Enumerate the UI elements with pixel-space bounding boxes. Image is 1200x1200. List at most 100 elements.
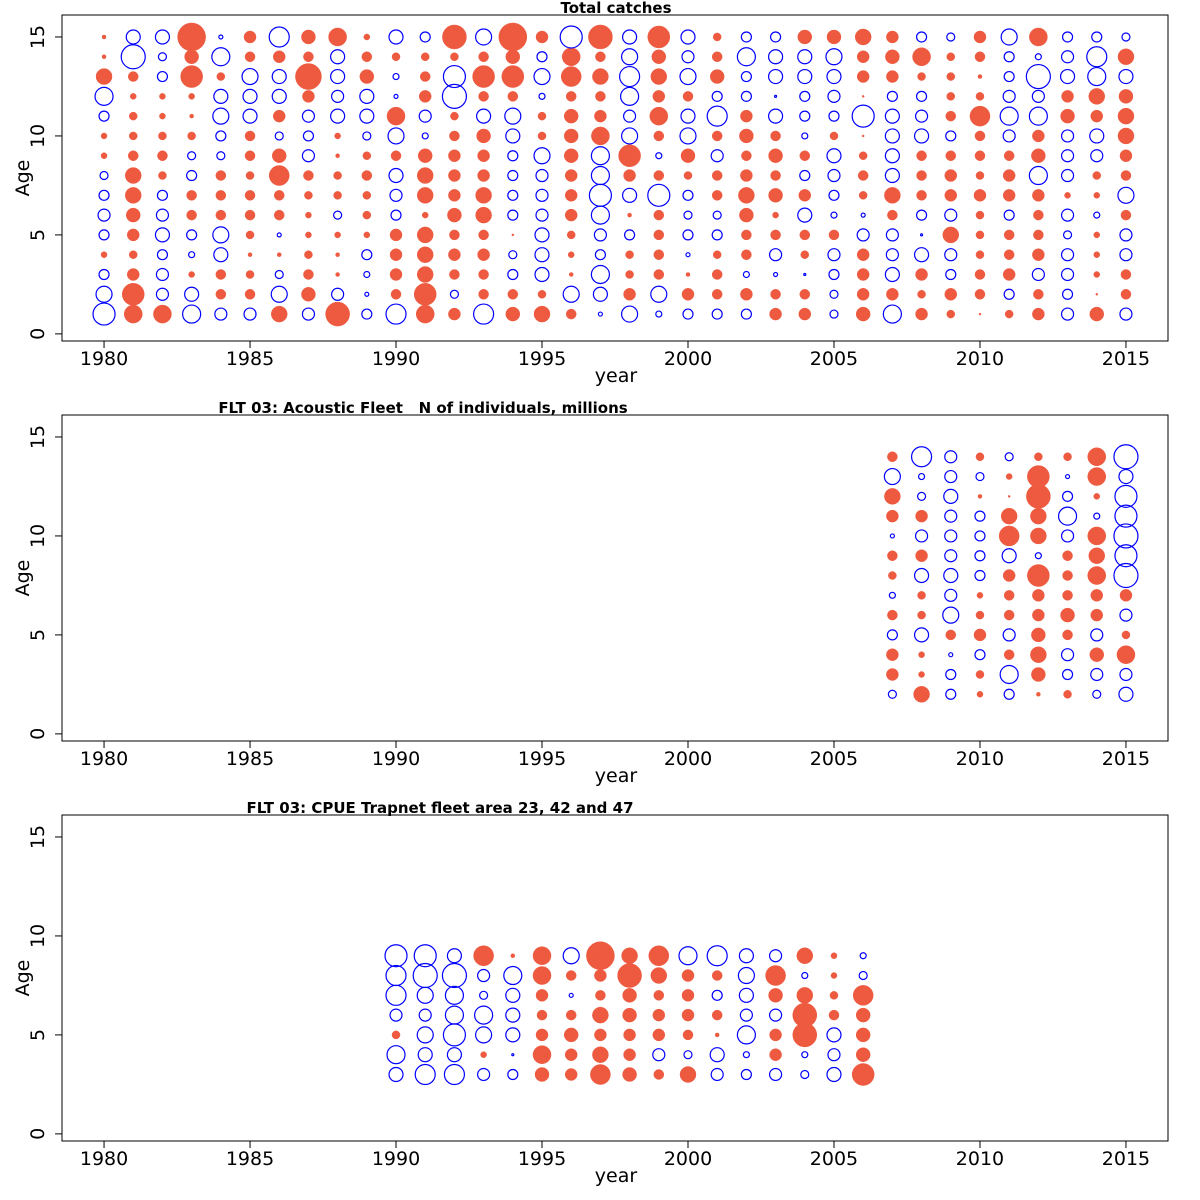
positive-bubble	[798, 189, 812, 202]
positive-bubble	[915, 509, 928, 523]
negative-bubble	[1113, 562, 1139, 589]
negative-bubble	[826, 1027, 842, 1043]
positive-bubble	[917, 290, 926, 299]
positive-bubble	[945, 629, 957, 641]
negative-bubble	[213, 88, 229, 104]
positive-bubble	[126, 268, 140, 281]
positive-bubble	[535, 989, 549, 1002]
positive-bubble	[653, 990, 665, 1001]
negative-bubble	[156, 70, 169, 83]
positive-bubble	[386, 106, 406, 126]
positive-bubble	[420, 52, 430, 62]
negative-bubble	[913, 627, 930, 643]
negative-bubble	[156, 249, 169, 261]
positive-bubble	[770, 289, 781, 300]
negative-bubble	[241, 67, 259, 86]
negative-bubble	[768, 1008, 783, 1022]
positive-bubble	[1119, 149, 1133, 162]
negative-bubble	[385, 964, 407, 987]
negative-bubble	[590, 165, 611, 186]
negative-bubble	[944, 509, 958, 523]
positive-bubble	[563, 128, 579, 144]
negative-bubble	[1062, 230, 1073, 240]
positive-bubble	[188, 93, 195, 100]
positive-bubble	[272, 50, 286, 64]
positive-bubble	[797, 29, 813, 45]
positive-bubble	[567, 251, 575, 258]
negative-bubble	[975, 471, 985, 482]
positive-bubble	[945, 150, 957, 161]
negative-bubble	[1003, 288, 1015, 300]
x-tick-label: 1980	[80, 348, 128, 370]
negative-bubble	[738, 948, 754, 964]
positive-bubble	[1000, 507, 1018, 525]
positive-bubble	[622, 1067, 637, 1082]
negative-bubble	[797, 207, 813, 223]
negative-bubble	[797, 68, 813, 85]
negative-bubble	[473, 303, 495, 325]
positive-bubble	[884, 187, 901, 204]
positive-bubble	[215, 289, 227, 300]
positive-bubble	[944, 169, 958, 182]
negative-bubble	[1004, 452, 1014, 462]
negative-bubble	[212, 226, 230, 244]
negative-bubble	[682, 308, 694, 320]
negative-bubble	[389, 188, 403, 202]
positive-bubble	[333, 171, 342, 180]
negative-bubble	[1061, 31, 1074, 43]
negative-bubble	[442, 1023, 467, 1047]
positive-bubble	[478, 289, 489, 300]
positive-bubble	[1089, 306, 1105, 322]
negative-bubble	[915, 209, 928, 221]
positive-bubble	[564, 169, 578, 182]
negative-bubble	[740, 70, 752, 83]
negative-bubble	[884, 148, 900, 164]
negative-bubble	[505, 128, 521, 144]
positive-bubble	[1002, 268, 1016, 281]
positive-bubble	[1063, 690, 1072, 699]
positive-bubble	[189, 113, 194, 119]
negative-bubble	[1060, 149, 1075, 163]
positive-bubble	[974, 289, 986, 300]
negative-bubble	[942, 606, 960, 624]
negative-bubble	[363, 270, 371, 279]
negative-bubble	[1093, 512, 1101, 520]
positive-bubble	[796, 947, 814, 964]
negative-bubble	[156, 189, 169, 201]
positive-bubble	[1087, 526, 1107, 546]
positive-bubble	[473, 945, 494, 966]
positive-bubble	[478, 229, 489, 241]
negative-bubble	[1086, 46, 1108, 68]
positive-bubble	[856, 50, 870, 64]
positive-bubble	[510, 953, 516, 958]
y-tick-label: 0	[27, 328, 49, 340]
negative-bubble	[740, 1068, 752, 1081]
positive-bubble	[975, 670, 985, 679]
negative-bubble	[1118, 686, 1134, 702]
negative-bubble	[944, 450, 958, 464]
positive-bubble	[652, 1028, 666, 1042]
positive-bubble	[247, 252, 253, 257]
negative-bubble	[186, 229, 198, 241]
positive-bubble	[977, 74, 983, 79]
positive-bubble	[1116, 645, 1136, 664]
negative-bubble	[1060, 50, 1075, 64]
positive-bubble	[625, 270, 634, 279]
positive-bubble	[1003, 590, 1015, 601]
positive-bubble	[244, 130, 256, 142]
positive-bubble	[886, 668, 899, 681]
negative-bubble	[914, 109, 929, 123]
positive-bubble	[973, 189, 987, 202]
positive-bubble	[535, 1028, 549, 1042]
negative-bubble	[974, 510, 986, 522]
positive-bubble	[856, 248, 870, 261]
negative-bubble	[801, 1051, 809, 1059]
negative-bubble	[944, 208, 958, 222]
negative-bubble	[274, 269, 284, 280]
positive-bubble	[765, 965, 786, 986]
positive-bubble	[1033, 289, 1044, 300]
positive-bubble	[442, 24, 467, 50]
negative-bubble	[442, 64, 467, 89]
positive-bubble	[739, 128, 754, 144]
negative-bubble	[1060, 208, 1075, 222]
